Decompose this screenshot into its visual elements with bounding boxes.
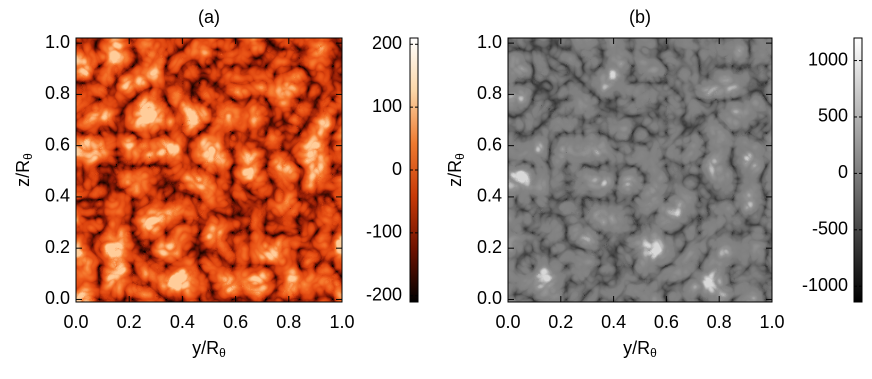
heatmap-field [508,38,772,302]
y-tick-label: 0.2 [45,237,70,257]
x-axis-label: y/Rθ [623,338,657,360]
y-axis-label-sub: θ [453,153,467,160]
y-tick-label: 0.4 [477,186,502,206]
y-axis-label: z/Rθ [13,153,35,187]
colorbar-tick-label: -1000 [802,275,848,295]
x-tick-label: 0.8 [707,312,732,332]
colorbar-tick-label: -200 [366,284,402,304]
y-axis-label-sub: θ [21,153,35,160]
colorbar-tick-label: 500 [818,106,848,126]
x-tick-label: 0.6 [223,312,248,332]
x-axis-label-main: y/R [192,338,219,358]
colorbar-tick-label: 0 [392,159,402,179]
y-tick-label: 0.8 [477,83,502,103]
plot-frame [75,37,343,303]
y-tick-label: 0.4 [45,186,70,206]
y-tick-label: 0.6 [477,134,502,154]
panel-title: (b) [629,7,651,27]
x-tick-label: 0.0 [495,312,520,332]
x-tick-label: 0.0 [63,312,88,332]
x-tick-label: 1.0 [329,312,354,332]
x-axis-label: y/Rθ [192,338,226,360]
colorbar-tick-label: 100 [372,96,402,116]
colorbar-tick-label: -500 [812,219,848,239]
x-tick-label: 0.4 [170,312,195,332]
y-axis-label-main: z/R [13,160,33,187]
x-tick-label: 0.2 [548,312,573,332]
x-axis-label-sub: θ [219,346,226,360]
y-axis-label: z/Rθ [445,153,467,187]
y-tick-label: 0.2 [477,237,502,257]
x-tick-label: 1.0 [759,312,784,332]
y-tick-label: 0.0 [477,288,502,308]
plot-frame [507,37,773,303]
colorbar-tick-label: -100 [366,222,402,242]
colorbar-tick-label: 1000 [808,49,848,69]
x-tick-label: 0.8 [276,312,301,332]
x-tick-label: 0.6 [654,312,679,332]
x-tick-label: 0.4 [601,312,626,332]
y-tick-label: 0.0 [45,288,70,308]
x-axis-label-main: y/R [623,338,650,358]
x-tick-label: 0.2 [117,312,142,332]
y-tick-label: 0.6 [45,134,70,154]
y-axis-label-main: z/R [445,160,465,187]
y-tick-label: 1.0 [45,32,70,52]
x-axis-label-sub: θ [650,346,657,360]
colorbar-tick-label: 200 [372,33,402,53]
heatmap-field [76,38,342,302]
panel-title: (a) [198,7,220,27]
colorbar-tick-label: 0 [838,162,848,182]
y-tick-label: 0.8 [45,83,70,103]
y-tick-label: 1.0 [477,32,502,52]
colorbar [853,37,863,303]
